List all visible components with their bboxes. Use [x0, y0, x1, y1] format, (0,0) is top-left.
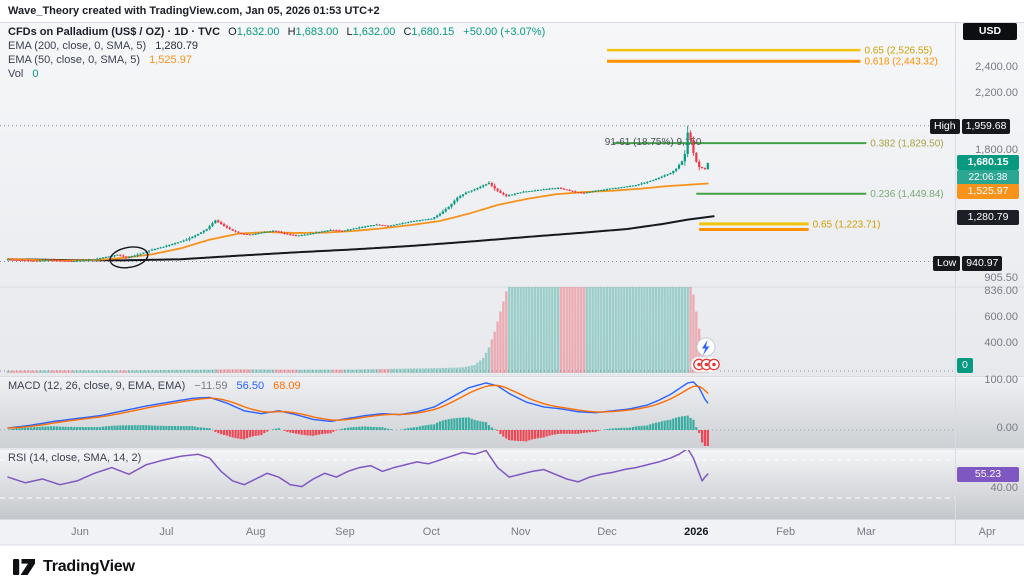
fib-level-label[interactable]: 0.618 (2,443.32)	[864, 57, 937, 68]
time-axis-label[interactable]: Oct	[422, 526, 440, 538]
low-badge-value: 940.97	[962, 256, 1003, 271]
currency-badge[interactable]: USD	[963, 23, 1017, 40]
time-axis-label[interactable]: Mar	[856, 526, 876, 538]
price-tick[interactable]: 0.00	[996, 422, 1018, 434]
fib-level-label[interactable]: 0.65 (1,223.71)	[813, 219, 881, 230]
ema200-label[interactable]: EMA (200, close, 0, SMA, 5)	[8, 40, 147, 52]
open-label: O	[228, 26, 237, 38]
volume-row[interactable]: Vol 0	[8, 68, 545, 81]
price-tick[interactable]: 100.00	[984, 374, 1018, 386]
time-axis-label[interactable]: Sep	[335, 526, 355, 538]
time-axis-label[interactable]: 2026	[684, 526, 709, 538]
ema200-value: 1,280.79	[155, 40, 199, 52]
high-badge-label: High	[930, 119, 960, 134]
symbol-legend: CFDs on Palladium (US$ / OZ) · 1D · TVC …	[8, 26, 545, 82]
macd-hist-value: −11.59	[194, 380, 228, 392]
fib-level-label[interactable]: 0.382 (1,829.50)	[870, 139, 943, 150]
price-tick[interactable]: 400.00	[984, 337, 1018, 349]
volume-label[interactable]: Vol	[8, 68, 24, 80]
price-tick[interactable]: 2,200.00	[975, 87, 1018, 99]
time-axis-label[interactable]: Jul	[159, 526, 174, 538]
price-tick[interactable]: 1,800.00	[975, 144, 1018, 156]
symbol-row[interactable]: CFDs on Palladium (US$ / OZ) · 1D · TVC …	[8, 26, 545, 39]
high-price-badge: High 1,959.68	[930, 119, 1011, 134]
ema200-price-badge: 1,280.79	[957, 210, 1019, 225]
time-axis-label[interactable]: Jun	[71, 526, 89, 538]
time-axis-label[interactable]: Aug	[245, 526, 266, 538]
close-value: 1,680.15	[411, 26, 455, 38]
time-axis-label[interactable]: Dec	[597, 526, 617, 538]
macd-label[interactable]: MACD (12, 26, close, 9, EMA, EMA)	[8, 380, 186, 392]
last-price-badge: 1,680.15	[957, 155, 1019, 170]
rsi-value-badge: 55.23	[957, 467, 1019, 482]
high-badge-value: 1,959.68	[961, 119, 1011, 134]
range-tool-label[interactable]: 91-61 (18.75%) 9,150	[605, 137, 702, 148]
high-value: 1,683.00	[295, 26, 339, 38]
volume-value: 0	[32, 68, 39, 80]
ema50-price-badge: 1,525.97	[957, 184, 1019, 199]
bar-countdown-badge: 22:06:38	[957, 170, 1019, 185]
ema200-row[interactable]: EMA (200, close, 0, SMA, 5) 1,280.79	[8, 40, 545, 53]
symbol-title[interactable]: CFDs on Palladium (US$ / OZ) · 1D · TVC	[8, 26, 221, 38]
macd-signal-value: 68.09	[273, 380, 301, 392]
tradingview-logo-icon	[13, 559, 35, 575]
tradingview-brand-name: TradingView	[43, 558, 135, 575]
low-badge-label: Low	[933, 256, 961, 271]
ema50-row[interactable]: EMA (50, close, 0, SMA, 5) 1,525.97	[8, 54, 545, 67]
ema50-value: 1,525.97	[149, 54, 192, 66]
tradingview-brand: TradingView	[0, 547, 1024, 578]
ema50-label[interactable]: EMA (50, close, 0, SMA, 5)	[8, 54, 141, 66]
price-tick[interactable]: 2,400.00	[975, 61, 1018, 73]
rsi-legend[interactable]: RSI (14, close, SMA, 14, 2)	[8, 452, 141, 465]
circle-annotation[interactable]	[109, 244, 150, 270]
macd-line-value: 56.50	[236, 380, 265, 392]
footer: TradingView	[0, 547, 1024, 587]
price-scale[interactable]: 2,400.00 2,200.00 1,800.00 905.50 836.00 600.…	[956, 0, 1024, 587]
macd-legend[interactable]: MACD (12, 26, close, 9, EMA, EMA) −11.59…	[8, 380, 301, 393]
low-label: L	[346, 26, 353, 38]
fib-level-label[interactable]: 0.236 (1,449.84)	[870, 189, 943, 200]
price-tick[interactable]: 905.50	[984, 272, 1018, 284]
watermark-text: Wave_Theory created with TradingView.com…	[8, 5, 380, 17]
low-price-badge: Low 940.97	[933, 256, 1003, 271]
fib-level-label[interactable]: 0.65 (2,526.55)	[864, 46, 932, 57]
close-label: C	[403, 26, 412, 38]
low-value: 1,632.00	[352, 26, 396, 38]
volume-value-badge: 0	[957, 358, 973, 373]
time-axis-label[interactable]: Feb	[776, 526, 796, 538]
price-tick[interactable]: 600.00	[984, 311, 1018, 323]
open-value: 1,632.00	[236, 26, 280, 38]
high-label: H	[287, 26, 296, 38]
rsi-label[interactable]: RSI (14, close, SMA, 14, 2)	[8, 452, 142, 464]
change-value: +50.00 (+3.07%)	[463, 26, 546, 38]
time-axis-label[interactable]: Nov	[510, 526, 531, 538]
price-tick[interactable]: 836.00	[984, 285, 1018, 297]
watermark-bar: Wave_Theory created with TradingView.com…	[0, 0, 1024, 22]
price-tick[interactable]: 40.00	[990, 482, 1018, 494]
time-axis-label[interactable]: Apr	[978, 526, 996, 538]
